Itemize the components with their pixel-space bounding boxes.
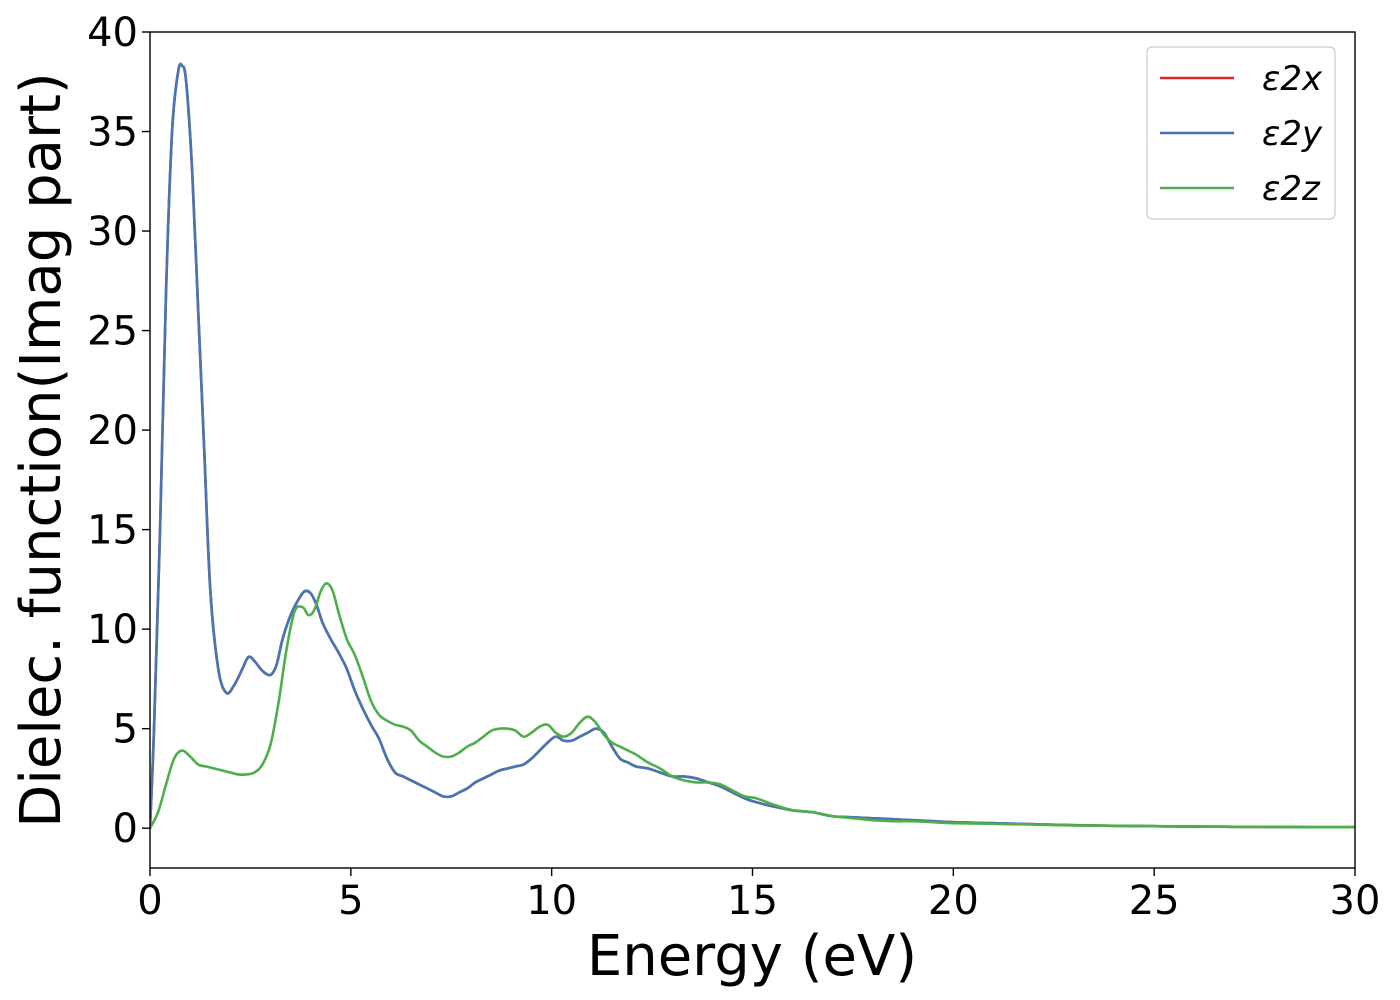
x-tick-label: 0	[137, 878, 162, 924]
y-tick-label: 10	[87, 607, 138, 653]
x-tick-label: 10	[526, 878, 577, 924]
legend-label: ε2y	[1262, 114, 1323, 154]
legend-box	[1146, 46, 1336, 220]
series-line-3	[150, 582, 1355, 830]
y-tick-label: 20	[87, 408, 138, 454]
x-axis-label: Energy (eV)	[587, 924, 917, 989]
y-tick-label: 0	[113, 806, 138, 852]
x-axis: 0 5 10 15 20 25 30	[137, 868, 1380, 924]
x-tick-label: 20	[928, 878, 979, 924]
x-tick-label: 30	[1330, 878, 1381, 924]
y-tick-label: 40	[87, 10, 138, 56]
y-tick-label: 5	[113, 707, 138, 753]
legend: ε2x ε2y ε2z	[1146, 46, 1336, 220]
y-tick-label: 15	[87, 508, 138, 554]
series-layer	[150, 62, 1355, 830]
y-tick-label: 25	[87, 309, 138, 355]
y-tick-label: 35	[87, 110, 138, 156]
y-axis: 0 5 10 15 20 25 30 35 40	[87, 10, 150, 852]
x-tick-label: 15	[727, 878, 778, 924]
y-axis-label: Dielec. function(Imag part)	[9, 72, 74, 828]
x-tick-label: 5	[338, 878, 363, 924]
legend-label: ε2z	[1262, 169, 1321, 209]
y-tick-label: 30	[87, 209, 138, 255]
x-tick-label: 25	[1129, 878, 1180, 924]
legend-label: ε2x	[1262, 59, 1323, 99]
